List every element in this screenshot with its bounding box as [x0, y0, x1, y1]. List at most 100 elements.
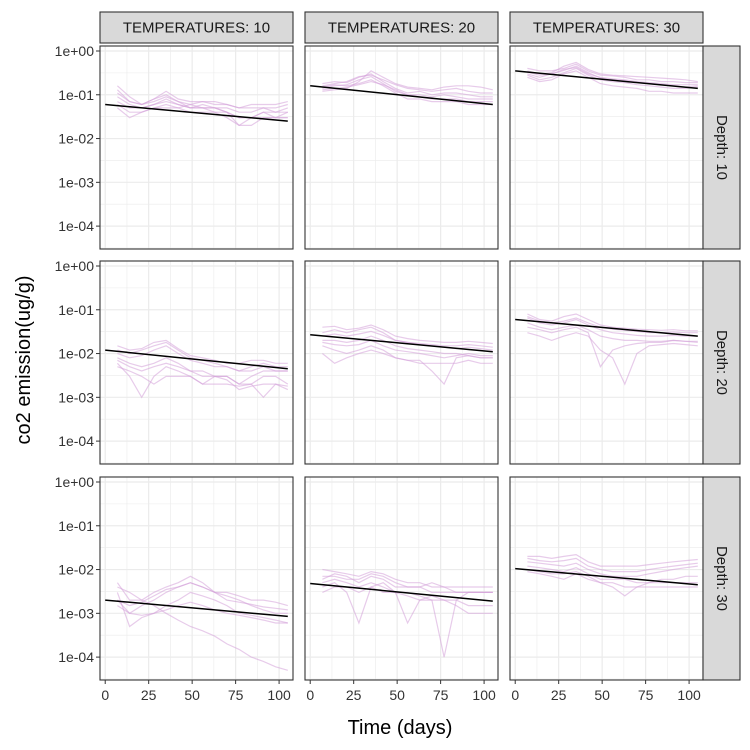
row-strip-background: [702, 45, 741, 250]
fit-line: [105, 349, 288, 370]
replicate-line-2: [322, 582, 493, 658]
replicate-line-6: [322, 573, 493, 594]
col-strip-label: TEMPERATURES: 10: [123, 20, 270, 37]
x-tick-label: 25: [346, 687, 362, 703]
replicate-line-3: [117, 339, 288, 364]
replicate-line-4: [117, 357, 289, 385]
x-tick-label: 0: [511, 687, 519, 703]
col-strip-label: TEMPERATURES: 20: [328, 20, 475, 37]
replicate-line-1: [117, 92, 288, 113]
replicate-line-5: [527, 557, 698, 573]
replicate-line-3: [527, 332, 698, 386]
replicate-line-3: [527, 70, 698, 94]
replicate-line-7: [322, 339, 493, 359]
replicate-line-5: [322, 349, 493, 386]
replicate-line-1: [116, 575, 288, 611]
panel-border: [99, 45, 294, 250]
y-tick-label: 1e-03: [58, 174, 94, 190]
replicate-line-6: [527, 316, 698, 334]
panel-background: [100, 46, 293, 249]
x-tick-label: 75: [433, 687, 449, 703]
replicate-line-3: [527, 568, 698, 597]
col-strip-background: [99, 11, 294, 44]
x-tick-label: 75: [228, 687, 244, 703]
replicate-line-2: [322, 73, 493, 98]
replicate-line-1: [527, 313, 698, 332]
panel-r2-c3: [509, 260, 704, 465]
x-tick-label: 25: [141, 687, 157, 703]
panel-border: [99, 476, 294, 681]
row-strip-background: [702, 260, 741, 465]
replicate-line-3: [116, 591, 288, 628]
fit-line: [105, 103, 288, 122]
x-tick-label: 25: [551, 687, 567, 703]
y-tick-label: 1e-02: [58, 346, 94, 362]
y-tick-label: 1e-04: [58, 433, 94, 449]
replicate-line-5: [322, 586, 493, 625]
x-tick-label: 100: [267, 687, 291, 703]
x-tick-label: 50: [389, 687, 405, 703]
y-tick-label: 1e+00: [55, 43, 95, 59]
replicate-line-5: [527, 67, 698, 90]
x-tick-label: 100: [677, 687, 701, 703]
y-tick-label: 1e-04: [58, 649, 94, 665]
replicate-line-6: [117, 103, 288, 127]
replicate-line-7: [116, 89, 288, 109]
panel-background: [510, 46, 703, 249]
panel-background: [305, 46, 498, 249]
y-tick-label: 1e-01: [58, 87, 94, 103]
replicate-line-5: [322, 74, 493, 94]
panel-r2-c2: [304, 260, 499, 465]
panel-border: [304, 260, 499, 465]
row-strip-label: Depth: 30: [713, 546, 730, 611]
x-tick-label: 0: [306, 687, 314, 703]
replicate-line-6: [322, 80, 493, 103]
y-tick-label: 1e-01: [58, 302, 94, 318]
panel-r1-c2: [304, 45, 499, 250]
x-tick-label: 75: [638, 687, 654, 703]
y-tick-label: 1e-03: [58, 389, 94, 405]
x-tick-label: 0: [101, 687, 109, 703]
replicate-line-2: [322, 335, 493, 359]
panel-background: [510, 477, 703, 680]
panel-r3-c3: 0 25 50 75 100: [509, 476, 704, 703]
panel-border: [99, 260, 294, 465]
row-strip-label: Depth: 10: [713, 115, 730, 180]
y-tick-label: 1e-02: [58, 131, 94, 147]
replicate-line-5: [527, 326, 698, 368]
panel-background: [510, 261, 703, 464]
replicate-line-5: [117, 366, 289, 399]
y-axis-title: co2 emission(ug/g): [13, 276, 35, 445]
replicate-line-6: [322, 330, 493, 351]
fit-line: [310, 333, 493, 353]
replicate-line-6: [527, 571, 698, 588]
fit-line: [310, 85, 493, 106]
replicate-line-3: [322, 324, 493, 345]
row-strip-background: [702, 476, 741, 681]
replicate-line-4: [322, 79, 493, 106]
replicate-line-4: [527, 317, 698, 337]
x-tick-label: 50: [594, 687, 610, 703]
x-tick-label: 50: [184, 687, 200, 703]
fit-line: [515, 567, 698, 586]
fit-line: [515, 70, 698, 90]
panel-border: [304, 476, 499, 681]
col-strip-background: [509, 11, 704, 44]
col-strip-background: [304, 11, 499, 44]
x-tick-label: 100: [472, 687, 496, 703]
replicate-line-3: [322, 568, 493, 588]
y-tick-label: 1e-04: [58, 218, 94, 234]
panel-r2-c1: 1e+00 1e-01 1e-02 1e-03 1e-04: [55, 258, 294, 465]
replicate-line-1: [527, 553, 698, 567]
replicate-line-4: [527, 61, 698, 83]
y-tick-label: 1e+00: [55, 474, 95, 490]
panel-border: [304, 45, 499, 250]
replicate-line-7: [117, 359, 288, 391]
row-strip-label: Depth: 20: [713, 330, 730, 395]
y-tick-label: 1e+00: [55, 258, 95, 274]
fit-line: [310, 582, 493, 602]
fit-line: [515, 318, 698, 337]
panel-background: [100, 261, 293, 464]
panel-r3-c2: 0 25 50 75 100: [304, 476, 499, 703]
